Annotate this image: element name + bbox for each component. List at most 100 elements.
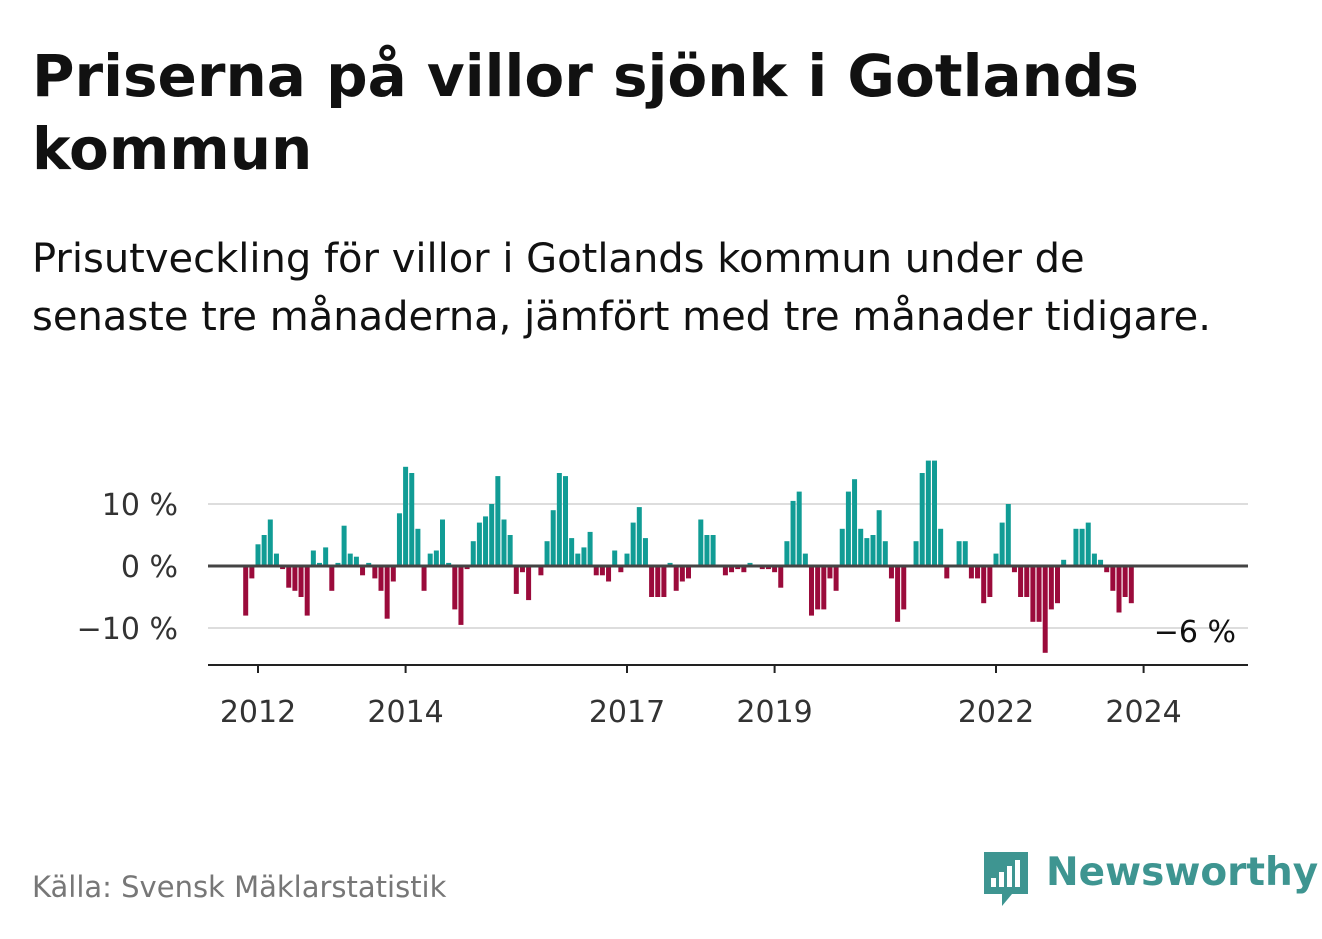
bar: [1122, 566, 1128, 597]
bar: [1079, 528, 1085, 566]
bar: [341, 525, 347, 566]
bar: [575, 553, 581, 566]
bar: [483, 516, 489, 566]
bar: [489, 504, 495, 566]
bar: [919, 473, 925, 566]
bar: [440, 519, 445, 566]
bar: [642, 538, 648, 566]
bar: [458, 566, 464, 625]
bar: [366, 562, 372, 566]
bar-chart-speech-bubble-icon: [984, 852, 1028, 906]
bar: [593, 566, 599, 576]
bar: [765, 566, 771, 570]
bar: [778, 566, 784, 588]
axes: [208, 564, 1248, 673]
bar: [292, 566, 298, 591]
bar: [1018, 566, 1024, 597]
y-tick-label: 0 %: [121, 550, 178, 585]
y-tick-label: 10 %: [102, 488, 178, 523]
bar: [1030, 566, 1036, 622]
chart-subtitle: Prisutveckling för villor i Gotlands kom…: [32, 236, 1211, 340]
bar: [464, 566, 470, 570]
bar: [888, 566, 894, 579]
bar: [544, 541, 550, 566]
gridlines: [208, 503, 1248, 629]
bar: [932, 460, 937, 566]
bar: [1098, 559, 1104, 566]
bar: [1073, 528, 1079, 566]
bar: [710, 535, 716, 566]
bars: [243, 460, 1134, 653]
bar: [396, 513, 402, 566]
bar: [821, 566, 827, 610]
bar: [815, 566, 821, 610]
bar: [581, 547, 587, 566]
bar: [1091, 553, 1097, 566]
chart-title: Priserna på villor sjönk i Gotlands komm…: [32, 42, 1139, 183]
bar: [421, 566, 427, 591]
bar: [310, 550, 316, 566]
bar: [317, 562, 322, 566]
bar: [802, 553, 808, 566]
bar: [956, 541, 962, 566]
bar: [1085, 522, 1091, 566]
bar: [433, 550, 439, 566]
bar: [895, 566, 901, 622]
bar: [569, 538, 575, 566]
last-value-label: −6 %: [1154, 615, 1236, 650]
bar: [1005, 504, 1011, 566]
x-tick-label: 2019: [736, 695, 812, 730]
bar: [267, 519, 273, 566]
bar: [378, 566, 384, 591]
bar: [876, 510, 882, 566]
bar: [446, 562, 452, 566]
bar: [1116, 566, 1122, 613]
bar: [403, 466, 409, 566]
x-tick-label: 2022: [958, 695, 1034, 730]
labels: 10 % 0 % −10 % 2012 2014 2017 2019 2022 2024 −6 %: [77, 488, 1236, 730]
bar: [1024, 566, 1030, 597]
bar: [938, 528, 944, 566]
bar: [858, 528, 864, 566]
bar: [384, 566, 390, 619]
bar: [587, 531, 593, 566]
bar: [839, 528, 845, 566]
bar: [925, 460, 931, 566]
bar: [796, 491, 802, 566]
bar: [372, 566, 378, 579]
bar: [427, 553, 433, 566]
bar: [599, 566, 605, 576]
bar: [501, 519, 507, 566]
bar: [1036, 566, 1042, 622]
brand-logo: Newsworthy: [980, 848, 1318, 912]
bar: [784, 541, 790, 566]
bar: [606, 566, 612, 582]
bar: [864, 538, 870, 566]
bar: [612, 550, 618, 566]
bar: [1042, 566, 1048, 653]
bar: [679, 566, 685, 582]
bar: [347, 553, 353, 566]
bar: [618, 566, 624, 573]
bar: [661, 566, 667, 597]
bar: [833, 566, 839, 591]
bar: [722, 566, 728, 576]
bar: [304, 566, 310, 616]
bar: [273, 553, 279, 566]
bar: [772, 566, 778, 573]
bar: [415, 528, 421, 566]
bar: [686, 566, 691, 579]
bar: [809, 566, 814, 616]
bar: [704, 535, 710, 566]
bar: [329, 566, 335, 591]
bar: [1061, 559, 1067, 566]
bar: [698, 519, 704, 566]
bar: [280, 566, 286, 570]
bar: [759, 566, 765, 570]
bar: [882, 541, 888, 566]
bar: [298, 566, 304, 597]
bar: [852, 479, 858, 566]
bar: [667, 562, 673, 566]
bar: [526, 566, 532, 601]
bar: [476, 522, 482, 566]
